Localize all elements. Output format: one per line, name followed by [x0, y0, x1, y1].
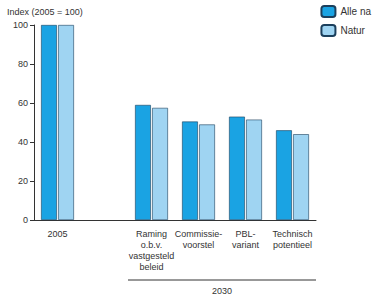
svg-text:2030: 2030 [212, 286, 232, 296]
svg-text:2005: 2005 [47, 229, 67, 239]
svg-text:voorstel: voorstel [183, 240, 215, 250]
svg-text:beleid: beleid [139, 262, 163, 272]
svg-text:Natur: Natur [340, 25, 365, 36]
svg-text:variant: variant [232, 240, 260, 250]
svg-text:Commissie-: Commissie- [175, 229, 223, 239]
svg-text:Raming: Raming [136, 229, 167, 239]
svg-text:80: 80 [18, 59, 28, 69]
svg-text:20: 20 [18, 176, 28, 186]
svg-text:Alle na: Alle na [340, 6, 371, 17]
svg-text:100: 100 [13, 20, 28, 30]
svg-text:PBL-: PBL- [235, 229, 255, 239]
svg-text:40: 40 [18, 137, 28, 147]
svg-text:potentieel: potentieel [273, 240, 312, 250]
svg-text:0: 0 [23, 215, 28, 225]
svg-text:Technisch: Technisch [272, 229, 312, 239]
svg-text:o.b.v.: o.b.v. [141, 240, 162, 250]
svg-text:vastgesteld: vastgesteld [129, 251, 175, 261]
svg-text:60: 60 [18, 98, 28, 108]
svg-text:Index (2005 = 100): Index (2005 = 100) [7, 7, 83, 17]
